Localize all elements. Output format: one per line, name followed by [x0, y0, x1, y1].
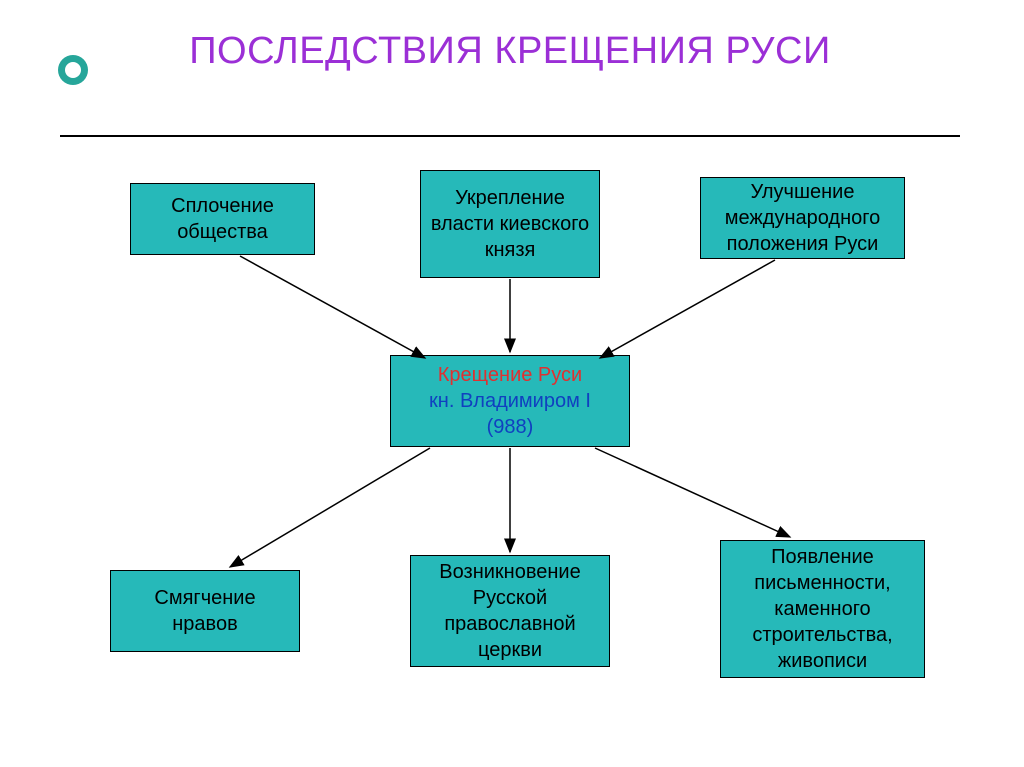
- box-cohesion: Сплочение общества: [130, 183, 315, 255]
- box-cohesion-label: Сплочение общества: [139, 193, 306, 245]
- page-title: ПОСЛЕДСТВИЯ КРЕЩЕНИЯ РУСИ: [180, 30, 840, 73]
- box-power: Укрепление власти киевского князя: [420, 170, 600, 278]
- box-center: Крещение Руси кн. Владимиром I (988): [390, 355, 630, 447]
- box-church: Возникновение Русской православной церкв…: [410, 555, 610, 667]
- box-morals-label: Смягчение нравов: [119, 585, 291, 637]
- box-power-label: Укрепление власти киевского князя: [429, 185, 591, 263]
- box-international: Улучшение международного положения Руси: [700, 177, 905, 259]
- box-church-label: Возникновение Русской православной церкв…: [419, 559, 601, 663]
- center-line3: (988): [487, 414, 534, 440]
- center-line1: Крещение Руси: [438, 362, 582, 388]
- box-writing-label: Появление письменности, каменного строит…: [729, 544, 916, 674]
- box-international-label: Улучшение международного положения Руси: [709, 179, 896, 257]
- center-line2: кн. Владимиром I: [429, 388, 591, 414]
- title-bullet-inner: [65, 62, 81, 78]
- box-writing: Появление письменности, каменного строит…: [720, 540, 925, 678]
- title-underline: [60, 135, 960, 137]
- box-morals: Смягчение нравов: [110, 570, 300, 652]
